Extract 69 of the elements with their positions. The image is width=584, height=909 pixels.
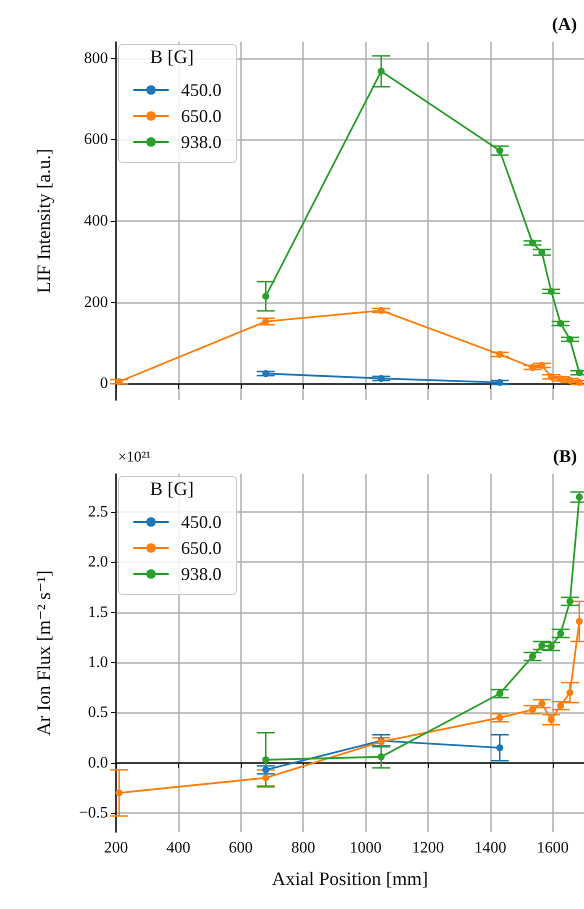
point xyxy=(116,789,123,796)
legend-label: 450.0 xyxy=(181,512,222,532)
y-axis-title: LIF Intensity [a.u.] xyxy=(34,148,55,294)
point xyxy=(529,239,536,246)
point xyxy=(378,374,385,382)
point xyxy=(548,716,555,724)
text: ×10²¹ xyxy=(118,450,150,466)
x-tick-label: 400 xyxy=(166,840,190,856)
point xyxy=(566,376,574,384)
y-tick-label: 1.5 xyxy=(88,604,108,621)
x-tick-label: 200 xyxy=(104,840,128,856)
y-tick-label: 2.0 xyxy=(88,554,108,571)
point xyxy=(262,370,270,378)
point xyxy=(496,714,504,722)
legend-label: 938.0 xyxy=(181,132,222,152)
point xyxy=(576,494,583,501)
legend-label: 450.0 xyxy=(181,80,222,100)
point xyxy=(378,753,385,760)
x-tick-label: 1400 xyxy=(474,840,506,856)
point xyxy=(529,364,536,371)
chart-title: (A) xyxy=(552,14,578,34)
point xyxy=(262,774,270,782)
point xyxy=(576,379,583,386)
y-tick-label: −0.5 xyxy=(78,804,108,822)
point xyxy=(576,369,583,376)
x-axis-title: Axial Position [mm] xyxy=(272,869,428,890)
x-tick-label: 1200 xyxy=(412,840,444,856)
y-tick-label: 200 xyxy=(84,294,108,311)
point xyxy=(378,68,385,75)
y-axis-title: Ar Ion Flux [m⁻² s⁻¹] xyxy=(34,570,55,736)
point xyxy=(116,378,123,386)
point xyxy=(538,362,546,369)
y-tick-label: 0.0 xyxy=(88,754,108,772)
point xyxy=(262,766,270,774)
point xyxy=(557,320,564,328)
legend-title: B [G] xyxy=(150,47,194,68)
point xyxy=(566,336,574,343)
point xyxy=(496,379,504,386)
legend-label: 650.0 xyxy=(181,106,222,126)
point xyxy=(566,598,574,605)
point xyxy=(496,350,504,358)
point xyxy=(378,307,385,314)
point xyxy=(557,630,564,637)
point xyxy=(548,373,555,380)
x-tick-label: 600 xyxy=(228,840,253,856)
point xyxy=(576,618,583,625)
point xyxy=(262,292,270,300)
legend-label: 650.0 xyxy=(181,538,222,558)
point xyxy=(557,375,564,382)
point xyxy=(496,690,504,698)
chart-title: (B) xyxy=(553,446,578,466)
point xyxy=(566,689,574,696)
y-tick-label: 1.0 xyxy=(88,654,108,672)
point xyxy=(538,248,546,256)
point xyxy=(548,288,555,295)
x-tick-label: 1000 xyxy=(350,840,382,856)
y-tick-label: 2.5 xyxy=(88,504,108,521)
point xyxy=(496,147,504,154)
y-tick-label: 0.5 xyxy=(88,704,108,722)
y-tick-label: 600 xyxy=(84,131,108,148)
y-tick-label: 400 xyxy=(84,212,108,230)
y-tick-label: 0 xyxy=(100,375,108,392)
legend-title: B [G] xyxy=(150,479,194,500)
y-tick-label: 800 xyxy=(84,50,108,67)
legend-label: 938.0 xyxy=(181,564,222,584)
point xyxy=(496,744,504,752)
point xyxy=(262,756,270,764)
x-tick-label: 1600 xyxy=(536,840,569,856)
x-tick-label: 800 xyxy=(291,840,316,856)
